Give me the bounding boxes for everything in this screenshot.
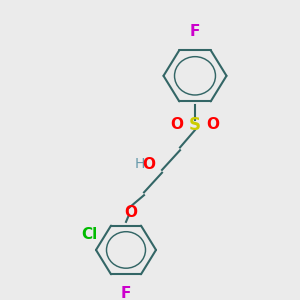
Text: F: F bbox=[190, 24, 200, 39]
Text: Cl: Cl bbox=[81, 227, 98, 242]
Text: O: O bbox=[124, 205, 137, 220]
Text: F: F bbox=[121, 286, 131, 300]
Text: S: S bbox=[189, 116, 201, 134]
Text: H: H bbox=[134, 157, 145, 171]
Text: O: O bbox=[170, 118, 184, 133]
Text: O: O bbox=[206, 118, 220, 133]
Text: O: O bbox=[142, 157, 155, 172]
